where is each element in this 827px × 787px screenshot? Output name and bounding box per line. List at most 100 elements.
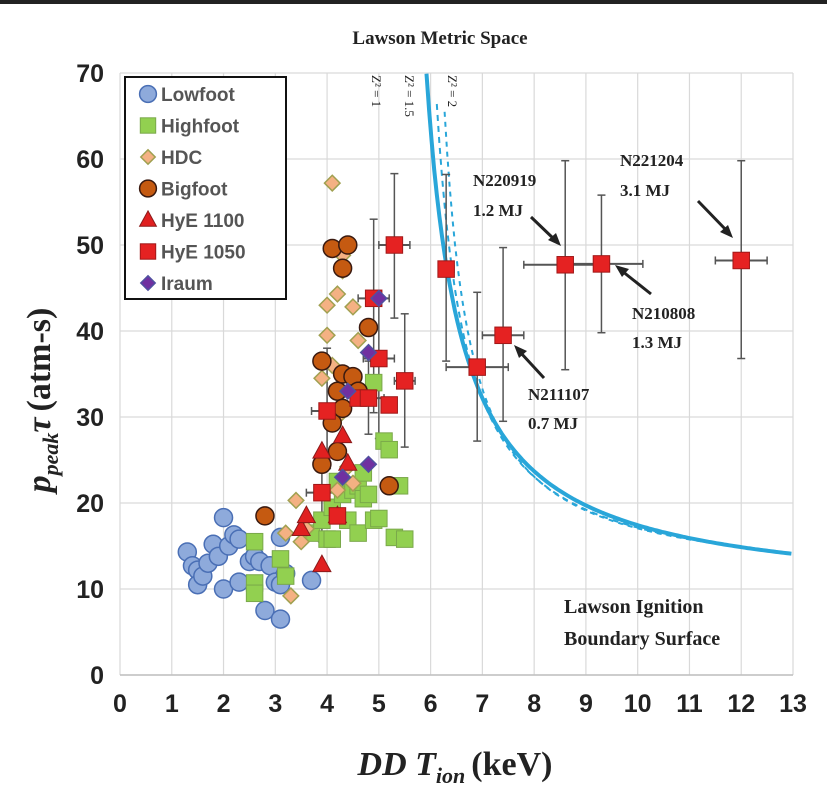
annotation-arrow <box>518 350 546 380</box>
data-point <box>318 296 336 315</box>
x-tick-label: 13 <box>779 690 807 718</box>
data-point <box>556 256 574 274</box>
annotation-N211107: N211107 0.7 MJ <box>514 345 590 433</box>
annotation-N221204: N221204 3.1 MJ <box>620 151 733 238</box>
data-point <box>385 236 404 254</box>
data-point <box>213 507 234 528</box>
x-tick-label: 3 <box>268 690 282 718</box>
data-point <box>323 530 342 548</box>
x-tick-label: 8 <box>527 690 541 718</box>
data-point <box>332 258 353 278</box>
data-point <box>276 524 295 542</box>
y-tick-label: 60 <box>76 146 104 174</box>
data-point <box>359 455 378 474</box>
x-axis-title-unit: (keV) <box>471 746 552 783</box>
y-tick-label: 70 <box>76 60 104 88</box>
x-tick-label: 11 <box>676 690 703 718</box>
legend-marker-icon <box>139 117 157 134</box>
data-point <box>291 518 312 537</box>
x-tick-label: 7 <box>475 690 489 718</box>
legend-label: HyE 1100 <box>161 211 244 232</box>
legend-label: HyE 1050 <box>161 243 246 264</box>
data-point <box>229 529 249 549</box>
data-point <box>318 326 336 345</box>
data-point <box>359 389 378 407</box>
y-axis-title-symbol: τ <box>21 417 58 433</box>
data-point <box>380 396 398 414</box>
data-point <box>323 174 342 192</box>
data-point <box>296 505 317 524</box>
ignition-curve-2 <box>435 103 756 550</box>
data-point <box>370 509 388 528</box>
data-point <box>312 351 332 371</box>
annotation-N220919: N220919 1.2 MJ <box>473 171 561 246</box>
y-tick-label: 20 <box>76 490 104 518</box>
data-point <box>229 572 249 592</box>
arrowhead-icon <box>548 233 561 246</box>
x-tick-label: 6 <box>424 690 438 718</box>
data-point <box>349 524 367 542</box>
legend-marker-icon <box>139 148 157 166</box>
x-tick-label: 1 <box>165 690 179 718</box>
y-axis-label: ppeakτ (atm-s) <box>21 308 63 496</box>
legend-label: Highfoot <box>161 117 240 138</box>
ignition-curves <box>424 73 792 556</box>
annotation-N210808: N210808 1.3 MJ <box>615 265 695 352</box>
data-point <box>312 554 332 573</box>
legend: Lowfoot Highfoot HDC Bigfoot HyE 1100 HyE 105… <box>124 76 287 300</box>
legend-marker-icon <box>139 274 157 292</box>
legend-item-hye-1050: HyE 1050 <box>139 243 246 264</box>
boundary-label-line1: Lawson Ignition <box>564 596 704 618</box>
annotation-label: N211107 <box>528 385 590 404</box>
top-border <box>0 0 827 4</box>
x-tick-label: 4 <box>320 690 334 718</box>
data-point <box>359 343 378 362</box>
boundary-label-line2: Boundary Surface <box>564 628 720 650</box>
data-point <box>313 369 331 388</box>
x-axis-title-sub: ion <box>436 763 465 787</box>
data-point <box>395 530 414 548</box>
data-points <box>177 174 750 629</box>
data-point <box>437 260 455 278</box>
data-point <box>333 468 352 487</box>
annotation-label: N210808 <box>632 304 695 323</box>
data-point <box>313 483 331 502</box>
data-point <box>369 289 388 308</box>
legend-item-hye-1100: HyE 1100 <box>138 209 244 232</box>
y-tick-label: 50 <box>76 232 104 260</box>
data-point <box>494 326 512 345</box>
y-axis-title: ppeakτ (atm-s) <box>21 308 63 496</box>
x-tick-label: 0 <box>113 690 127 718</box>
arrowhead-icon <box>720 225 733 238</box>
ignition-curve-1 <box>424 73 792 556</box>
legend-label: Lowfoot <box>161 85 236 106</box>
data-point <box>276 567 295 585</box>
data-point <box>358 317 379 338</box>
legend-marker-icon <box>138 84 158 104</box>
data-point <box>270 609 291 629</box>
legend-marker-icon <box>139 243 157 260</box>
data-point <box>380 440 398 459</box>
data-point <box>332 398 353 419</box>
x-tick-label: 10 <box>624 690 652 718</box>
x-tick-label: 2 <box>217 690 231 718</box>
annotation-energy: 0.7 MJ <box>528 414 579 433</box>
series-lowfoot <box>177 507 322 629</box>
data-point <box>468 358 486 376</box>
annotation-label: N221204 <box>620 151 684 170</box>
data-point <box>318 402 336 420</box>
y-axis-title-main: p <box>21 475 58 495</box>
data-point <box>359 485 378 504</box>
series-iraum <box>333 289 388 487</box>
ignition-curve-3 <box>443 111 756 550</box>
data-point <box>337 452 358 471</box>
data-point <box>281 587 300 605</box>
y-tick-label: 0 <box>90 662 104 690</box>
curve-label-z1: Z² = 1 <box>369 75 384 107</box>
data-point <box>312 440 332 459</box>
y-tick-label: 10 <box>76 576 104 604</box>
annotation-energy: 1.3 MJ <box>632 333 683 352</box>
curve-label-z2: Z² = 2 <box>445 75 460 107</box>
legend-marker-icon <box>138 209 158 227</box>
legend-label: Bigfoot <box>161 180 228 201</box>
